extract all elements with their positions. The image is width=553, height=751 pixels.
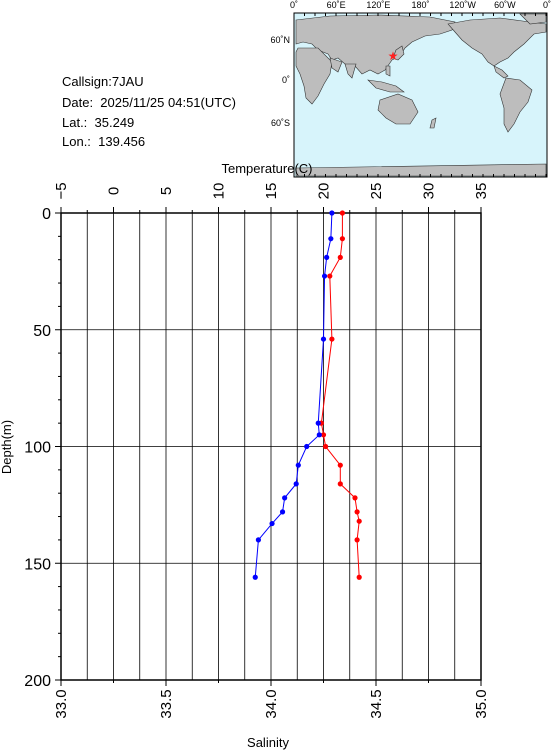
temperature-tick-label: 20: [316, 183, 333, 200]
location-map: 0˚ 60˚E 120˚E 180˚ 120˚W 60˚W 0˚ 60˚N 0˚ 60˚S ★: [270, 0, 551, 178]
newzealand-landmass: [429, 117, 437, 129]
salinity-data-point: [354, 509, 360, 515]
africa-landmass: [295, 47, 333, 105]
salinity-data-point: [323, 443, 329, 450]
longitude-text: Lon.: 139.456: [62, 134, 146, 149]
central-america-landmass: [493, 65, 509, 79]
australia-landmass: [377, 93, 419, 125]
location-marker: ★: [388, 49, 399, 63]
depth-tick-label: 100: [24, 440, 51, 457]
temperature-data-point: [324, 254, 330, 260]
map-latitude-label: 0˚: [282, 75, 290, 85]
map-latitude-label: 60˚N: [270, 35, 290, 45]
salinity-data-point: [352, 495, 358, 501]
map-longitude-label: 60˚W: [494, 0, 516, 10]
plot-grid: [61, 213, 481, 680]
salinity-axis-label: Salinity: [247, 735, 289, 750]
north-america-landmass: [447, 17, 547, 67]
temperature-data-point: [279, 509, 286, 515]
temperature-data-point: [252, 574, 258, 580]
salinity-tick-label: 33.0: [53, 689, 70, 718]
map-longitude-label: 0˚: [543, 0, 551, 10]
arabia-landmass: [329, 57, 343, 73]
india-landmass: [344, 63, 357, 79]
salinity-data-point: [337, 462, 343, 468]
temperature-tick-label: 5: [158, 187, 175, 195]
temperature-data-point: [304, 443, 310, 450]
temperature-data-point: [320, 336, 327, 342]
greenland-landmass: [519, 13, 547, 25]
profile-series: [252, 210, 362, 580]
map-land: [295, 13, 547, 177]
depth-tick-label: 200: [24, 673, 51, 690]
map-longitude-label: 0˚: [290, 0, 298, 10]
map-longitude-label: 120˚W: [449, 0, 476, 10]
temperature-tick-label: 10: [211, 183, 228, 200]
temperature-tick-label: 30: [421, 183, 438, 200]
salinity-data-point: [327, 273, 333, 279]
map-longitude-label: 120˚E: [366, 0, 390, 10]
depth-tick-label: 50: [33, 323, 51, 340]
temperature-tick-label: 0: [106, 187, 123, 195]
temperature-data-point: [269, 520, 275, 527]
temperature-data-point: [328, 236, 334, 242]
latitude-text: Lat.: 35.249: [62, 115, 135, 130]
south-america-landmass: [499, 77, 533, 133]
salinity-data-point: [329, 336, 335, 342]
map-longitude-label: 60˚E: [327, 0, 346, 10]
temperature-tick-label: −5: [53, 182, 70, 199]
temperature-data-point: [293, 481, 299, 487]
temperature-data-point: [295, 462, 301, 468]
map-axis: 0˚ 60˚E 120˚E 180˚ 120˚W 60˚W 0˚ 60˚N 0˚ 60˚S: [270, 0, 551, 177]
salinity-tick-label: 34.0: [263, 689, 280, 718]
salinity-profile-line: [320, 213, 360, 578]
temperature-data-point: [329, 210, 335, 216]
salinity-data-point: [337, 481, 343, 487]
depth-tick-label: 0: [42, 206, 51, 223]
indonesia-landmass: [367, 79, 405, 93]
star-icon: ★: [388, 49, 399, 63]
salinity-data-point: [339, 210, 345, 216]
philippines-landmass: [385, 65, 391, 77]
salinity-data-point: [356, 574, 362, 580]
salinity-tick-label: 35.0: [473, 689, 490, 718]
map-longitude-label: 180˚: [411, 0, 429, 10]
salinity-data-point: [337, 254, 343, 260]
temperature-data-point: [255, 537, 261, 543]
temperature-data-point: [282, 495, 288, 501]
map-latitude-label: 60˚S: [271, 118, 290, 128]
temperature-data-point: [315, 420, 321, 426]
date-text: Date: 2025/11/25 04:51(UTC): [62, 95, 236, 110]
temperature-axis-label: Temperature(C): [221, 161, 312, 176]
salinity-tick-label: 34.5: [368, 689, 385, 718]
temperature-tick-label: 25: [368, 183, 385, 200]
depth-axis-label: Depth(m): [0, 420, 14, 474]
japan-landmass: [392, 45, 405, 61]
temperature-data-point: [316, 432, 322, 438]
temperature-profile-line: [254, 212, 333, 578]
salinity-data-point: [320, 432, 327, 438]
depth-tick-label: 150: [24, 556, 51, 573]
salinity-data-point: [339, 236, 345, 242]
callsign-text: Callsign:7JAU: [62, 74, 144, 89]
temperature-tick-label: 35: [473, 183, 490, 200]
salinity-data-point: [354, 537, 360, 543]
salinity-data-point: [356, 518, 362, 524]
temperature-tick-label: 15: [263, 183, 280, 200]
temperature-data-point: [321, 273, 328, 279]
salinity-tick-label: 33.5: [158, 689, 175, 718]
